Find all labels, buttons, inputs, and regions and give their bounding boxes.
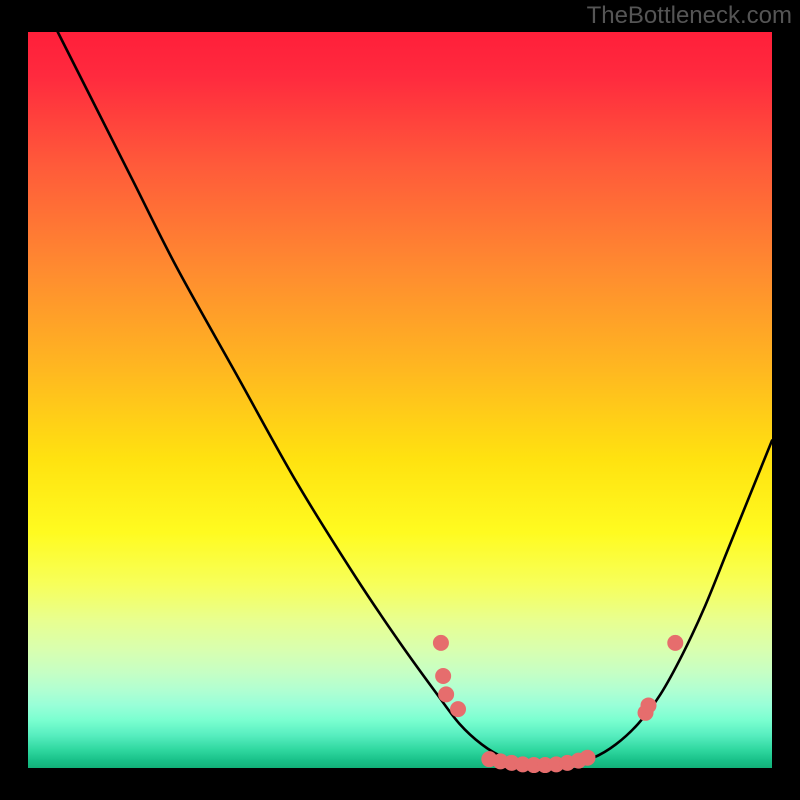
data-marker	[640, 697, 656, 713]
data-marker	[450, 701, 466, 717]
data-marker	[438, 686, 454, 702]
data-marker	[579, 750, 595, 766]
data-marker	[433, 635, 449, 651]
watermark-label: TheBottleneck.com	[587, 2, 792, 30]
chart-container: TheBottleneck.com	[0, 0, 800, 800]
plot-background-gradient	[28, 32, 772, 768]
bottleneck-curve-chart	[0, 0, 800, 800]
data-marker	[667, 635, 683, 651]
data-marker	[435, 668, 451, 684]
